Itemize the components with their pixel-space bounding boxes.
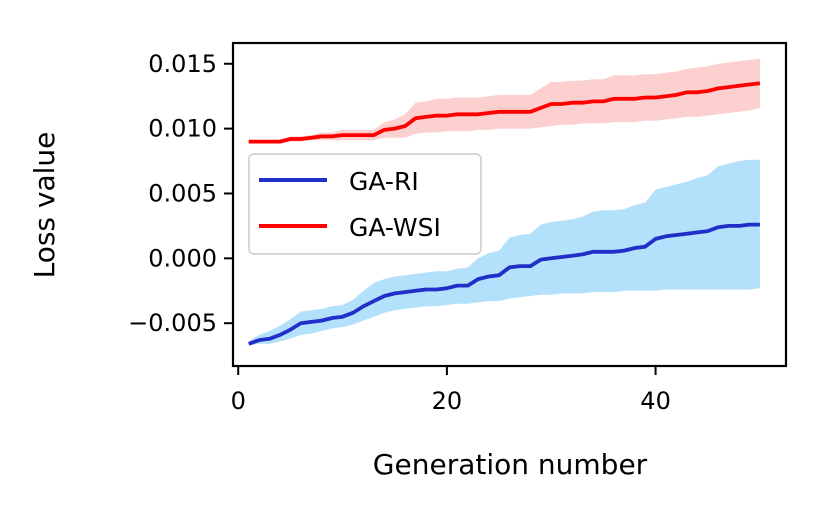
series-line-ga-wsi bbox=[248, 81, 761, 144]
y-axis-ticks: −0.005 0.000 0.005 0.010 0.015 bbox=[128, 50, 233, 337]
x-tick-label: 0 bbox=[231, 387, 246, 415]
y-axis-label: Loss value bbox=[28, 132, 61, 279]
legend: GA-RI GA-WSI bbox=[248, 153, 482, 255]
x-tick-label: 40 bbox=[640, 387, 671, 415]
x-tick-label: 20 bbox=[432, 387, 463, 415]
y-tick-label: 0.000 bbox=[148, 244, 217, 272]
y-tick-label: 0.015 bbox=[148, 50, 217, 78]
y-tick-label: −0.005 bbox=[128, 309, 217, 337]
series-line-ga-ri bbox=[248, 222, 760, 346]
legend-label-ga-ri: GA-RI bbox=[349, 167, 419, 196]
plot-frame bbox=[231, 41, 788, 368]
x-axis-label: Generation number bbox=[373, 448, 648, 481]
x-axis-ticks: 0 20 40 bbox=[231, 366, 671, 415]
y-tick-label: 0.005 bbox=[148, 179, 217, 207]
y-tick-label: 0.010 bbox=[148, 115, 217, 143]
band-ga-wsi bbox=[248, 58, 760, 143]
series-lines bbox=[248, 81, 761, 346]
legend-label-ga-wsi: GA-WSI bbox=[349, 213, 441, 242]
